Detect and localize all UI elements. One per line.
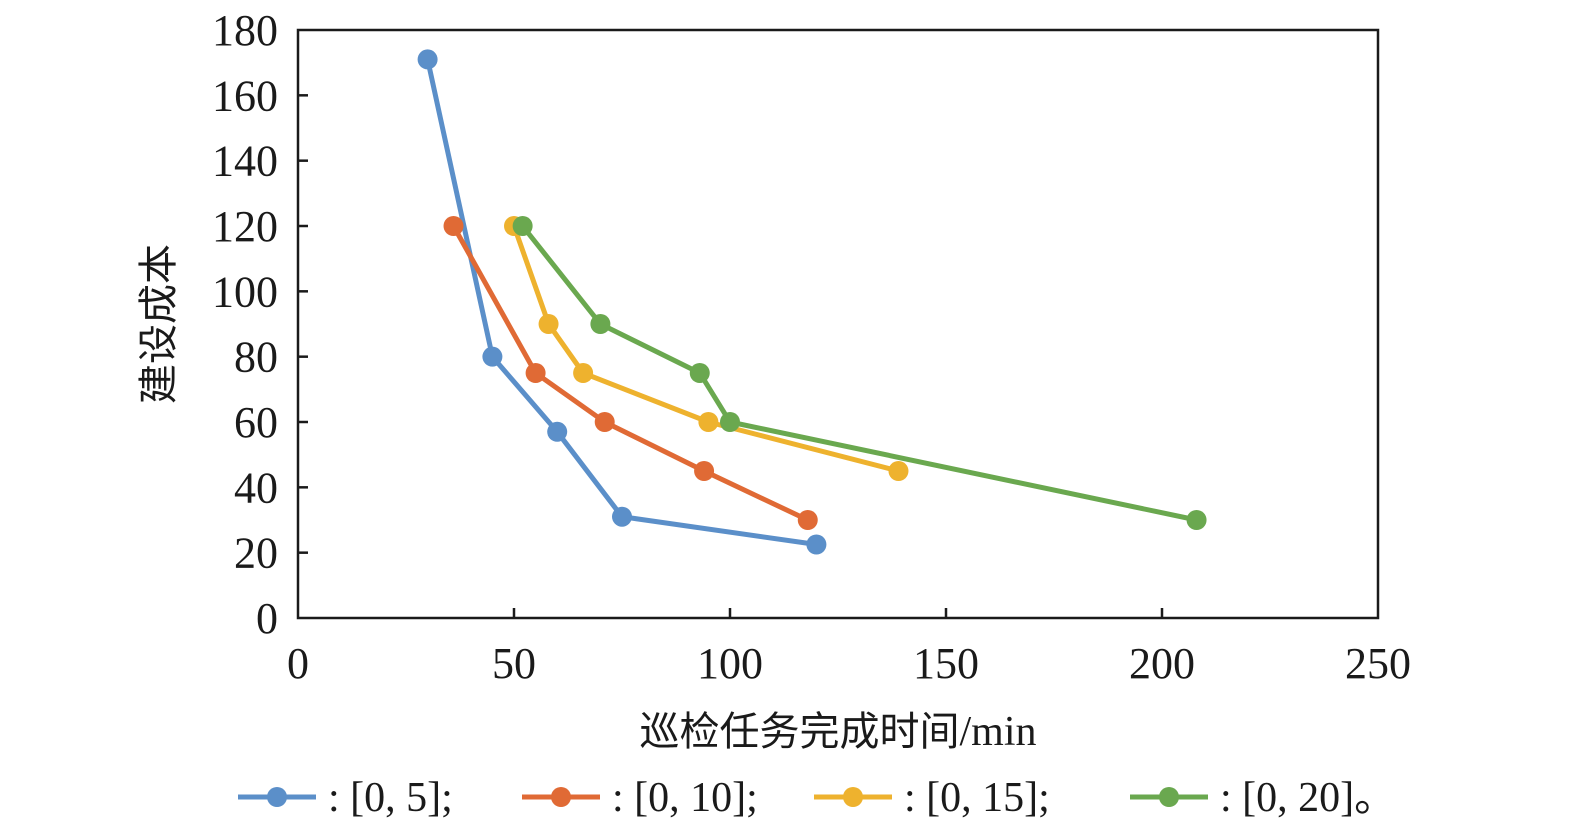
x-axis-title: 巡检任务完成时间/min xyxy=(639,709,1036,755)
data-point xyxy=(797,510,818,530)
data-point xyxy=(594,412,615,432)
legend-item: : [0, 15]; xyxy=(814,775,1050,821)
data-point xyxy=(512,216,533,236)
x-tick-label: 200 xyxy=(1129,639,1195,688)
series-4 xyxy=(512,216,1207,530)
data-point xyxy=(482,346,503,367)
series-2 xyxy=(443,216,818,530)
data-point xyxy=(888,461,909,481)
data-point xyxy=(547,421,568,442)
legend-item: : [0, 5]; xyxy=(238,775,453,821)
data-point xyxy=(689,363,710,383)
y-axis-ticks: 0 20 40 60 80 100 120 140 160 180 xyxy=(212,6,308,643)
series-line xyxy=(520,224,1198,523)
legend-swatch-marker xyxy=(843,787,863,807)
y-tick-label: 40 xyxy=(234,463,278,512)
y-tick-label: 60 xyxy=(234,398,278,447)
legend-label: : [0, 15]; xyxy=(904,775,1050,821)
y-tick-label: 0 xyxy=(256,594,278,643)
data-point xyxy=(694,461,715,481)
data-point xyxy=(806,534,827,555)
legend-item: : [0, 20]。 xyxy=(1130,775,1396,821)
y-tick-label: 180 xyxy=(212,6,278,55)
y-tick-label: 160 xyxy=(212,71,278,120)
y-tick-label: 140 xyxy=(212,137,278,186)
data-point xyxy=(443,216,464,236)
data-point xyxy=(612,506,632,527)
series-layer xyxy=(417,49,1207,555)
legend-swatch-marker xyxy=(551,787,571,807)
legend: : [0, 5]; : [0, 10]; : [0, 15]; : [0, 20]。 xyxy=(238,775,1396,821)
legend-item: : [0, 10]; xyxy=(522,775,758,821)
y-axis-title: 建设成本 xyxy=(136,244,182,404)
legend-swatch-marker xyxy=(1159,787,1179,807)
legend-label: : [0, 5]; xyxy=(328,775,453,821)
data-point xyxy=(417,49,438,70)
legend-label: : [0, 20]。 xyxy=(1220,775,1396,821)
x-axis-ticks: 0 50 100 150 200 250 xyxy=(287,608,1411,688)
data-point xyxy=(573,363,594,383)
x-tick-label: 50 xyxy=(492,639,536,688)
y-tick-label: 120 xyxy=(212,202,278,251)
data-point xyxy=(720,412,740,432)
series-line xyxy=(511,225,900,474)
data-point xyxy=(698,412,719,432)
series-1 xyxy=(417,49,827,555)
legend-swatch-marker xyxy=(267,787,287,807)
data-point xyxy=(590,314,611,334)
data-point xyxy=(1186,510,1207,530)
x-tick-label: 100 xyxy=(697,639,763,688)
x-tick-label: 150 xyxy=(913,639,979,688)
data-point xyxy=(525,363,546,383)
legend-label: : [0, 10]; xyxy=(612,775,758,821)
plot-area xyxy=(296,28,1380,620)
x-tick-label: 0 xyxy=(287,639,309,688)
x-tick-label: 250 xyxy=(1345,639,1411,688)
y-tick-label: 80 xyxy=(234,333,278,382)
series-3 xyxy=(504,216,909,481)
data-point xyxy=(538,314,559,334)
y-tick-label: 100 xyxy=(212,267,278,316)
series-line xyxy=(425,58,817,547)
y-tick-label: 20 xyxy=(234,529,278,578)
